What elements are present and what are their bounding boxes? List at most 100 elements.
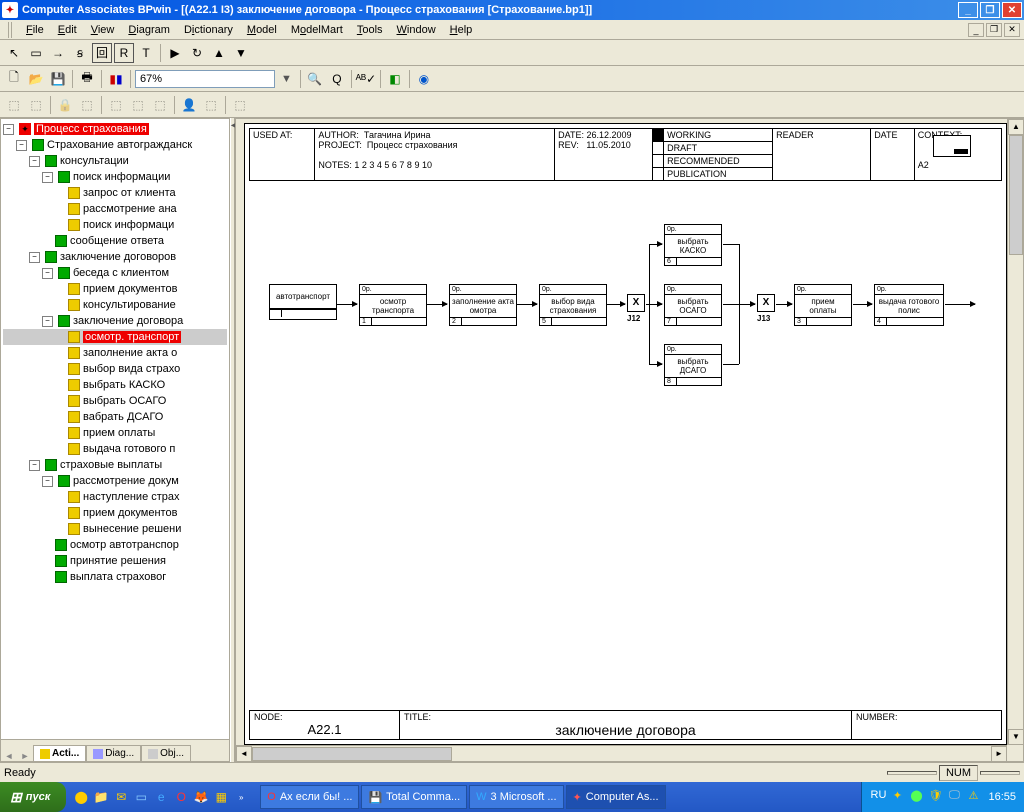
tab-activities[interactable]: Acti... xyxy=(33,745,86,761)
tree-item[interactable]: заполнение акта о xyxy=(3,345,227,361)
tree-item[interactable]: рассмотрение ана xyxy=(3,201,227,217)
tree-item[interactable]: выбрать КАСКО xyxy=(3,377,227,393)
tree-item[interactable]: сообщение ответа xyxy=(3,233,227,249)
new-icon[interactable]: 🗋 xyxy=(4,69,24,89)
ql-icon[interactable]: 📁 xyxy=(92,788,110,806)
tree-item[interactable]: выбор вида страхо xyxy=(3,361,227,377)
referent-icon[interactable]: R xyxy=(114,43,134,63)
pointer-icon[interactable]: ↖ xyxy=(4,43,24,63)
tree-item[interactable]: выдача готового п xyxy=(3,441,227,457)
tree-item[interactable]: −заключение договоров xyxy=(3,249,227,265)
menu-view[interactable]: View xyxy=(85,22,121,38)
task-button-active[interactable]: ✦Computer As... xyxy=(566,785,666,809)
tree-item[interactable]: −рассмотрение докум xyxy=(3,473,227,489)
mdi-minimize[interactable]: _ xyxy=(968,23,984,37)
tree-item[interactable]: прием документов xyxy=(3,505,227,521)
spellcheck-icon[interactable]: ᴬᴮ✓ xyxy=(356,69,376,89)
start-button[interactable]: ⊞пуск xyxy=(0,782,66,812)
ql-ico[interactable]: ▭ xyxy=(132,788,150,806)
tree-item[interactable]: наступление страх xyxy=(3,489,227,505)
play-icon[interactable]: ▶ xyxy=(165,43,185,63)
arrow-icon[interactable]: → xyxy=(48,43,68,63)
activity-box[interactable]: 0р.выдача готового полис4 xyxy=(874,284,944,326)
activity-box[interactable]: 0р.выбрать КАСКО6 xyxy=(664,224,722,266)
tray-icon[interactable]: 🛡 xyxy=(927,789,943,805)
junction[interactable]: X xyxy=(627,294,645,312)
zoom-out-icon[interactable]: Q xyxy=(327,69,347,89)
menu-edit[interactable]: Edit xyxy=(52,22,83,38)
mdi-close[interactable]: ✕ xyxy=(1004,23,1020,37)
tree-item[interactable]: прием оплаты xyxy=(3,425,227,441)
print-icon[interactable]: 🖶 xyxy=(77,69,97,89)
activity-box[interactable]: автотранспорт xyxy=(269,284,337,320)
report-icon[interactable]: ◧ xyxy=(385,69,405,89)
ql-firefox-icon[interactable]: 🦊 xyxy=(192,788,210,806)
ql-icon[interactable]: ⬤ xyxy=(72,788,90,806)
menu-diagram[interactable]: Diagram xyxy=(122,22,176,38)
zoom-in-icon[interactable]: 🔍 xyxy=(305,69,325,89)
lang-indicator[interactable]: RU xyxy=(870,789,886,805)
menu-file[interactable]: File xyxy=(20,22,50,38)
clock[interactable]: 16:55 xyxy=(988,791,1016,803)
squiggle-icon[interactable]: ꞩ xyxy=(70,43,90,63)
tree-item[interactable]: осмотр автотранспор xyxy=(3,537,227,553)
task-button[interactable]: W3 Microsoft ... xyxy=(469,785,563,809)
tree-item[interactable]: выплата страховог xyxy=(3,569,227,585)
down-icon[interactable]: ▼ xyxy=(231,43,251,63)
tree-item[interactable]: −страховые выплаты xyxy=(3,457,227,473)
tree-item[interactable]: −беседа с клиентом xyxy=(3,265,227,281)
tray-icon[interactable]: ⬤ xyxy=(908,789,924,805)
menu-window[interactable]: Window xyxy=(391,22,442,38)
activity-box[interactable]: 0р.выбрать ОСАГО7 xyxy=(664,284,722,326)
task-button[interactable]: 💾Total Comma... xyxy=(361,785,467,809)
activity-box[interactable]: 0р.прием оплаты3 xyxy=(794,284,852,326)
tray-icon[interactable]: 🖵 xyxy=(946,789,962,805)
close-button[interactable]: ✕ xyxy=(1002,2,1022,18)
tree-item[interactable]: вабрать ДСАГО xyxy=(3,409,227,425)
maximize-button[interactable]: ❐ xyxy=(980,2,1000,18)
browser-icon[interactable]: ◉ xyxy=(414,69,434,89)
zoom-dropdown-icon[interactable]: ▼ xyxy=(277,73,296,85)
tree-item-selected[interactable]: осмотр. транспорт xyxy=(3,329,227,345)
tree-item[interactable]: консультирование xyxy=(3,297,227,313)
tab-scroll-left-icon[interactable]: ◄ xyxy=(1,751,17,761)
tree-item[interactable]: −поиск информации xyxy=(3,169,227,185)
text-icon[interactable]: T xyxy=(136,43,156,63)
tree-item[interactable]: −консультации xyxy=(3,153,227,169)
horizontal-scrollbar[interactable]: ◄► xyxy=(236,745,1007,761)
tree-item[interactable]: запрос от клиента xyxy=(3,185,227,201)
tree-item[interactable]: поиск информаци xyxy=(3,217,227,233)
activity-box[interactable]: 0р.осмотр транспорта1 xyxy=(359,284,427,326)
refresh-icon[interactable]: ↻ xyxy=(187,43,207,63)
activity-box-icon[interactable]: ▭ xyxy=(26,43,46,63)
tree-item[interactable]: −Страхование автогражданск xyxy=(3,137,227,153)
vertical-scrollbar[interactable]: ▲▼ xyxy=(1007,119,1023,745)
tree-item[interactable]: −заключение договора xyxy=(3,313,227,329)
ql-opera-icon[interactable]: O xyxy=(172,788,190,806)
tree-item[interactable]: вынесение решени xyxy=(3,521,227,537)
tray-icon[interactable]: ✦ xyxy=(889,789,905,805)
junction[interactable]: X xyxy=(757,294,775,312)
tab-objects[interactable]: Obj... xyxy=(141,745,191,761)
menu-dictionary[interactable]: Dictionary xyxy=(178,22,239,38)
external-ref-icon[interactable]: 回 xyxy=(92,43,112,63)
tree-item[interactable]: принятие решения xyxy=(3,553,227,569)
up-icon[interactable]: ▲ xyxy=(209,43,229,63)
activity-box[interactable]: 0р.выбрать ДСАГО8 xyxy=(664,344,722,386)
menu-model[interactable]: Model xyxy=(241,22,283,38)
ql-icon[interactable]: ✉ xyxy=(112,788,130,806)
task-button[interactable]: OАх если бы! ... xyxy=(260,785,359,809)
tree-item[interactable]: прием документов xyxy=(3,281,227,297)
mm-user-icon[interactable]: 👤 xyxy=(179,95,199,115)
tree-item[interactable]: выбрать ОСАГО xyxy=(3,393,227,409)
tab-scroll-right-icon[interactable]: ► xyxy=(17,751,33,761)
diagram-area[interactable]: автотранспорт 0р.осмотр транспорта1 0р.з… xyxy=(249,194,1002,704)
mdi-restore[interactable]: ❐ xyxy=(986,23,1002,37)
save-icon[interactable]: 💾 xyxy=(48,69,68,89)
menu-modelmart[interactable]: ModelMart xyxy=(285,22,349,38)
menu-help[interactable]: Help xyxy=(444,22,479,38)
tray-icon[interactable]: ⚠ xyxy=(965,789,981,805)
tab-diagrams[interactable]: Diag... xyxy=(86,745,141,761)
ql-browser-icon[interactable]: е xyxy=(152,788,170,806)
activity-box[interactable]: 0р.выбор вида страхования5 xyxy=(539,284,607,326)
